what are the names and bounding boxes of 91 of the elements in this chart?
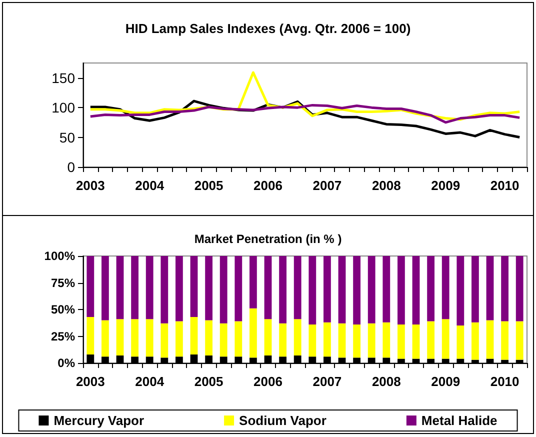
bar xyxy=(294,256,302,320)
bar xyxy=(86,316,94,354)
x-tick-label: 2004 xyxy=(135,178,165,193)
bar xyxy=(324,256,331,322)
bar xyxy=(160,323,168,358)
x-tick-label: 2006 xyxy=(254,374,282,389)
bar xyxy=(472,322,479,360)
bar xyxy=(131,319,138,357)
bar xyxy=(338,323,346,358)
bar xyxy=(324,322,331,357)
bar xyxy=(86,256,94,317)
bar xyxy=(398,324,405,359)
bar xyxy=(250,256,257,308)
bar xyxy=(102,320,109,357)
legend-label: Mercury Vapor xyxy=(54,413,144,428)
bar xyxy=(398,256,405,324)
y-tick-label: 0 xyxy=(67,159,76,175)
x-tick-label: 2010 xyxy=(490,178,520,193)
y-tick-label: 100 xyxy=(52,100,76,116)
y-tick-label: 150 xyxy=(52,70,76,86)
bar xyxy=(220,256,228,324)
bar xyxy=(250,308,257,358)
bar xyxy=(382,322,390,358)
bar xyxy=(220,323,228,357)
x-tick-label: 2005 xyxy=(194,374,224,389)
bar xyxy=(116,319,124,356)
bar xyxy=(516,256,524,322)
bar xyxy=(442,319,450,359)
bar xyxy=(234,256,242,322)
bar xyxy=(234,321,242,357)
bar xyxy=(516,321,524,360)
bar xyxy=(279,323,286,357)
bar xyxy=(456,326,464,359)
bar xyxy=(279,256,286,324)
y-tick-label: 75% xyxy=(50,276,76,290)
bar xyxy=(456,256,464,326)
bar xyxy=(205,256,212,320)
bar xyxy=(146,256,154,320)
bar xyxy=(116,256,124,320)
bar xyxy=(160,256,168,324)
x-tick-label: 2004 xyxy=(135,374,165,389)
bar xyxy=(427,256,434,322)
bar xyxy=(308,256,316,324)
x-tick-label: 2007 xyxy=(312,374,342,389)
bar xyxy=(353,256,360,324)
y-tick-label: 50 xyxy=(59,129,76,146)
bar xyxy=(486,256,494,320)
bar xyxy=(176,256,183,322)
chart-title: HID Lamp Sales Indexes (Avg. Qtr. 2006 = 100) xyxy=(125,21,411,36)
x-tick-label: 2008 xyxy=(372,374,401,389)
chart-title: Market Penetration (in % ) xyxy=(194,232,342,246)
bar xyxy=(501,256,508,322)
y-tick-label: 0% xyxy=(58,356,76,370)
bar xyxy=(427,321,434,359)
legend-label: Metal Halide xyxy=(421,413,498,428)
bar xyxy=(442,256,450,320)
bar xyxy=(382,256,390,322)
bar xyxy=(353,324,360,358)
x-tick-label: 2005 xyxy=(194,178,224,193)
bar xyxy=(472,256,479,322)
bar xyxy=(102,256,109,320)
bar xyxy=(368,256,376,324)
line-series xyxy=(89,104,521,124)
bar xyxy=(486,320,494,359)
bar xyxy=(205,320,212,356)
x-tick-label: 2006 xyxy=(254,178,282,193)
bar xyxy=(190,316,198,354)
x-tick-label: 2009 xyxy=(431,178,460,193)
bar xyxy=(308,324,316,357)
x-tick-label: 2010 xyxy=(490,374,520,389)
bar xyxy=(501,321,508,360)
bar xyxy=(412,324,420,359)
y-tick-label: 100% xyxy=(44,249,76,263)
bar xyxy=(368,323,376,358)
x-tick-label: 2003 xyxy=(76,178,105,193)
bar xyxy=(294,319,302,356)
bar xyxy=(176,321,183,357)
bar xyxy=(412,256,420,324)
x-tick-label: 2008 xyxy=(372,178,401,193)
x-tick-label: 2003 xyxy=(76,374,105,389)
y-tick-label: 25% xyxy=(50,329,76,344)
bar xyxy=(338,256,346,324)
bar xyxy=(131,256,138,320)
y-tick-label: 50% xyxy=(50,302,76,316)
bar xyxy=(146,319,154,357)
legend-label: Sodium Vapor xyxy=(239,413,326,428)
bar xyxy=(190,256,198,317)
bar xyxy=(264,256,272,320)
x-tick-label: 2007 xyxy=(312,178,342,193)
x-tick-label: 2009 xyxy=(431,374,460,389)
bar xyxy=(264,319,272,356)
